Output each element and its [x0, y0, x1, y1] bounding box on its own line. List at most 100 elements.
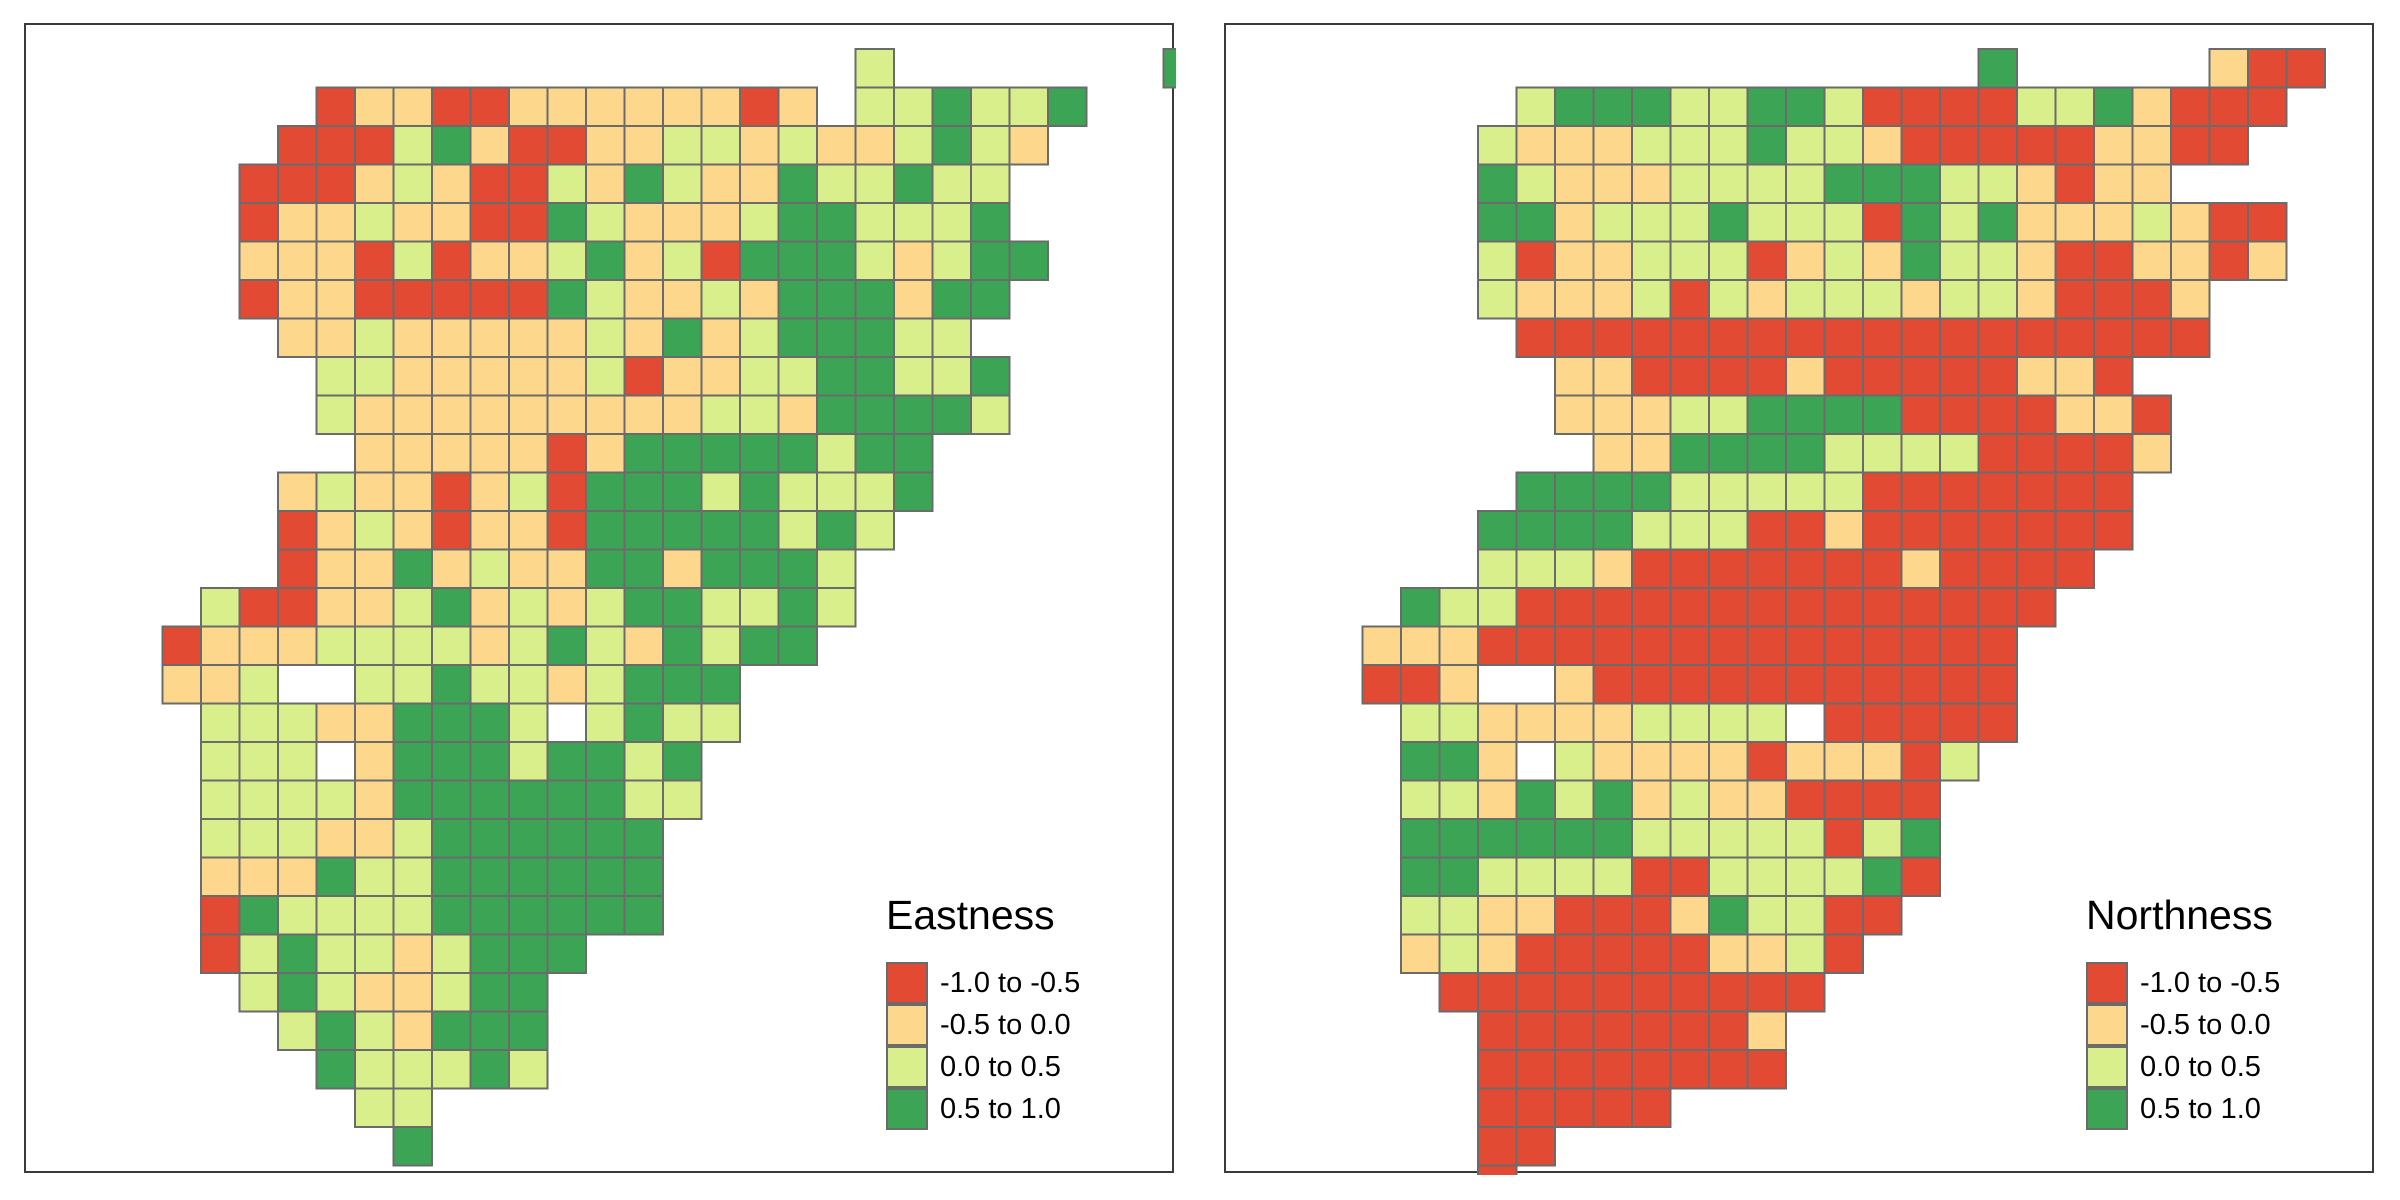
grid-cell — [1592, 356, 1633, 397]
grid-cell — [931, 317, 972, 358]
grid-cell — [1785, 163, 1826, 204]
grid-cell — [508, 664, 549, 705]
grid-cell — [1862, 779, 1903, 820]
grid-cell — [315, 702, 356, 743]
grid-cell — [1939, 433, 1980, 474]
grid-cell — [1592, 972, 1633, 1013]
grid-cell — [1862, 895, 1903, 936]
grid-cell — [1477, 1126, 1518, 1167]
grid-cell — [777, 394, 818, 435]
grid-cell — [354, 779, 395, 820]
grid-cell — [1708, 1049, 1749, 1090]
grid-cell — [700, 240, 741, 281]
grid-cell — [431, 548, 472, 589]
grid-cell — [1554, 163, 1595, 204]
grid-cell — [1977, 471, 2018, 512]
grid-cell — [662, 279, 703, 320]
grid-cell — [1708, 664, 1749, 705]
grid-cell — [585, 895, 626, 936]
grid-cell — [739, 356, 780, 397]
grid-cell — [315, 240, 356, 281]
grid-cell — [1939, 548, 1980, 589]
grid-cell — [2093, 510, 2134, 551]
grid-cell — [1554, 895, 1595, 936]
grid-cell — [354, 356, 395, 397]
grid-cell — [354, 202, 395, 243]
grid-cell — [662, 317, 703, 358]
grid-cell — [1823, 779, 1864, 820]
grid-cell — [508, 779, 549, 820]
grid-cell — [1977, 163, 2018, 204]
grid-cell — [1669, 895, 1710, 936]
grid-cell — [931, 394, 972, 435]
grid-cell — [431, 856, 472, 897]
grid-cell — [238, 202, 279, 243]
grid-cell — [2170, 125, 2211, 166]
grid-cell — [1554, 587, 1595, 628]
grid-cell — [1785, 856, 1826, 897]
grid-cell — [508, 625, 549, 666]
grid-cell — [1785, 625, 1826, 666]
grid-cell — [2285, 48, 2326, 89]
grid-cell — [469, 972, 510, 1013]
grid-cell — [1477, 279, 1518, 320]
grid-cell — [1708, 587, 1749, 628]
grid-cell — [1823, 125, 1864, 166]
grid-cell — [277, 702, 318, 743]
grid-cell — [1515, 125, 1556, 166]
grid-cell — [777, 433, 818, 474]
grid-cell — [2170, 202, 2211, 243]
grid-cell — [931, 125, 972, 166]
grid-cell — [1977, 86, 2018, 127]
grid-cell — [2131, 125, 2172, 166]
legend-swatch — [886, 1088, 928, 1130]
grid-cell — [1592, 895, 1633, 936]
grid-cell — [931, 163, 972, 204]
grid-cell — [1746, 856, 1787, 897]
grid-cell — [2131, 240, 2172, 281]
grid-cell — [1592, 779, 1633, 820]
grid-cell — [623, 818, 664, 859]
grid-cell — [1862, 664, 1903, 705]
grid-cell — [2208, 240, 2249, 281]
grid-cell — [1708, 240, 1749, 281]
grid-cell — [1785, 279, 1826, 320]
grid-cell — [238, 702, 279, 743]
grid-cell — [392, 394, 433, 435]
grid-cell — [1008, 86, 1049, 127]
grid-cell — [1746, 779, 1787, 820]
grid-cell — [508, 125, 549, 166]
grid-cell — [623, 317, 664, 358]
grid-cell — [431, 1010, 472, 1051]
grid-cell — [1477, 779, 1518, 820]
grid-cell — [161, 664, 202, 705]
grid-cell — [1939, 394, 1980, 435]
grid-cell — [739, 625, 780, 666]
grid-cell — [1631, 202, 1672, 243]
grid-cell — [1900, 240, 1941, 281]
grid-cell — [431, 702, 472, 743]
grid-cell — [585, 548, 626, 589]
grid-cell — [392, 933, 433, 974]
grid-cell — [354, 1010, 395, 1051]
grid-cell — [392, 279, 433, 320]
grid-cell — [1939, 471, 1980, 512]
grid-cell — [1631, 163, 1672, 204]
grid-cell — [1708, 548, 1749, 589]
grid-cell — [1477, 1049, 1518, 1090]
grid-cell — [238, 664, 279, 705]
grid-cell — [354, 510, 395, 551]
grid-cell — [1515, 895, 1556, 936]
grid-cell — [893, 86, 934, 127]
grid-cell — [1592, 1049, 1633, 1090]
grid-cell — [1631, 86, 1672, 127]
grid-cell — [777, 548, 818, 589]
grid-cell — [1823, 856, 1864, 897]
grid-cell — [546, 548, 587, 589]
grid-cell — [2093, 86, 2134, 127]
grid-cell — [854, 471, 895, 512]
grid-cell — [623, 548, 664, 589]
grid-cell — [585, 510, 626, 551]
grid-cell — [931, 240, 972, 281]
grid-cell — [1515, 86, 1556, 127]
